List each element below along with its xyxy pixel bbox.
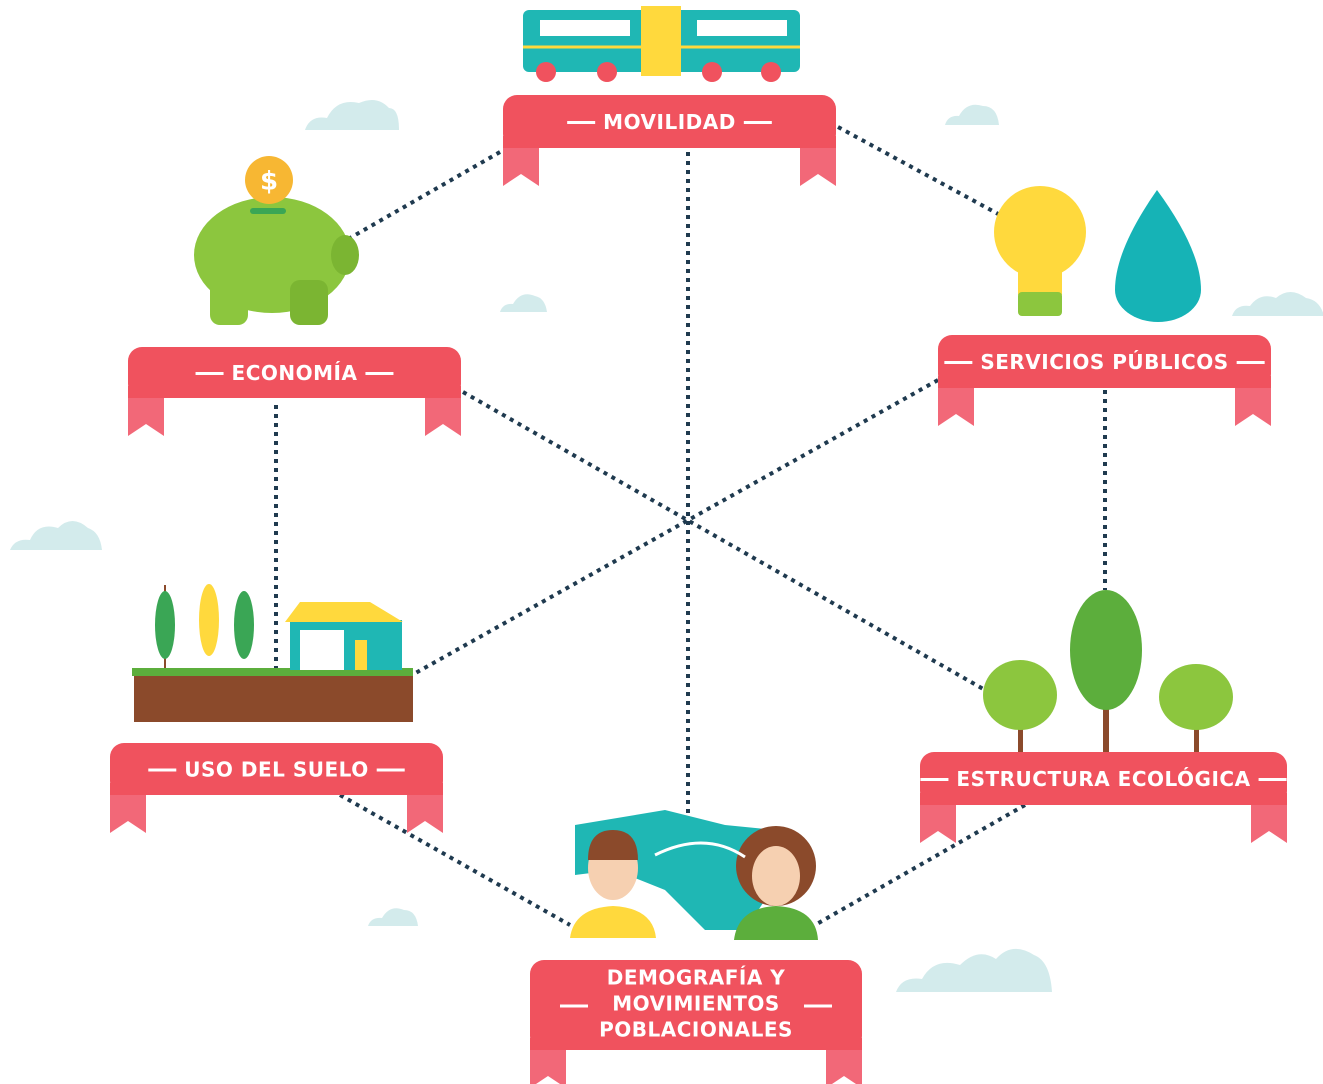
ribbon-tail [110, 795, 146, 833]
ribbon [938, 376, 1271, 388]
diagram-part: MOVILIDAD ECONOMÍA SERVICIOS PÚBLICOS USO D… [110, 95, 1287, 1084]
ribbon-tail [1251, 805, 1287, 843]
ribbon [920, 752, 1287, 805]
trees-icon [983, 590, 1233, 752]
bulb-icon-part [1018, 292, 1062, 316]
ribbon [938, 335, 1271, 388]
ribbon-tail [425, 398, 461, 436]
ribbon [110, 783, 443, 795]
people-map-icon-part [654, 841, 746, 859]
piggy-bank-icon-part: $ [260, 167, 278, 197]
banner: ESTRUCTURA ECOLÓGICA [920, 752, 1287, 843]
clouds-part [945, 104, 999, 125]
trees-icon-part [983, 660, 1057, 730]
connectors-part [411, 378, 939, 677]
piggy-bank-icon: $ [194, 156, 359, 325]
bus-icon [523, 6, 800, 82]
land-icon-part [132, 668, 413, 676]
clouds-part [1232, 292, 1323, 316]
ribbon-tail [407, 795, 443, 833]
banner: USO DEL SUELO [110, 743, 443, 833]
clouds-part [368, 908, 418, 926]
node-label: POBLACIONALES [599, 1018, 793, 1042]
people-map-icon-part [752, 846, 800, 906]
connectors-part [837, 125, 1001, 217]
land-icon [132, 584, 413, 722]
ribbon [530, 1038, 862, 1050]
connectors-part [339, 793, 571, 927]
bus-icon-part [597, 62, 617, 82]
ribbon-tail [1235, 388, 1271, 426]
land-icon-part [355, 640, 367, 670]
connectors [274, 125, 1107, 927]
node-label: MOVILIDAD [603, 110, 736, 134]
clouds-part [10, 521, 102, 550]
ribbon [128, 347, 461, 398]
ribbon-tail [530, 1050, 566, 1084]
ribbon [503, 136, 836, 148]
ribbon-tail [938, 388, 974, 426]
node-label: MOVIMIENTOS [612, 992, 780, 1016]
land-icon-part [155, 591, 175, 659]
piggy-bank-icon-part [250, 208, 286, 214]
bulb-icon-part [994, 186, 1086, 278]
clouds-part [500, 294, 547, 312]
clouds-part [305, 99, 399, 130]
node-label: USO DEL SUELO [184, 758, 368, 782]
people-map-icon-part [570, 906, 656, 938]
ribbon-tail [800, 148, 836, 186]
node-label: DEMOGRAFÍA Y [607, 966, 786, 990]
ribbon [530, 960, 862, 1050]
trees-icon-part [1159, 664, 1233, 730]
bus-icon-part [702, 62, 722, 82]
node-label: ECONOMÍA [232, 361, 358, 385]
land-icon-part [134, 672, 413, 722]
piggy-bank-icon-part [245, 156, 293, 204]
ribbon-tail [920, 805, 956, 843]
ribbon [128, 386, 461, 398]
land-icon-part [285, 602, 403, 622]
land-icon-part [234, 591, 254, 659]
banner: MOVILIDAD [503, 95, 836, 186]
bulb-icon-part [1115, 190, 1201, 322]
banner: SERVICIOS PÚBLICOS [938, 335, 1271, 426]
trees-icon-part [1070, 590, 1142, 710]
land-icon-part [199, 584, 219, 656]
people-map-icon-part [734, 906, 818, 940]
clouds [10, 99, 1323, 992]
piggy-bank-icon-part [210, 280, 248, 325]
connectors-part [349, 150, 501, 240]
connectors-part [462, 390, 986, 692]
land-icon-part [300, 630, 344, 670]
node-label: SERVICIOS PÚBLICOS [980, 350, 1228, 374]
piggy-bank-icon-part [290, 280, 328, 325]
people-map-icon-part [588, 830, 638, 860]
ribbon [920, 793, 1287, 805]
bulb-icon [994, 186, 1201, 322]
bus-icon-part [697, 20, 787, 36]
ribbon-tail [128, 398, 164, 436]
bus-icon-part [540, 20, 630, 36]
bus-icon-part [761, 62, 781, 82]
ribbon [503, 95, 836, 148]
bus-icon-part [641, 6, 681, 76]
ribbon-tail [503, 148, 539, 186]
connectors-part [814, 803, 1026, 927]
ribbon-tail [826, 1050, 862, 1084]
piggy-bank-icon-part [331, 235, 359, 275]
clouds-part [896, 948, 1052, 992]
node-label: ESTRUCTURA ECOLÓGICA [956, 767, 1250, 791]
banner: ECONOMÍA [128, 347, 461, 436]
bulb-icon-part [1018, 265, 1062, 295]
bus-icon-part [536, 62, 556, 82]
ribbon [110, 743, 443, 795]
people-map-icon [570, 810, 818, 940]
